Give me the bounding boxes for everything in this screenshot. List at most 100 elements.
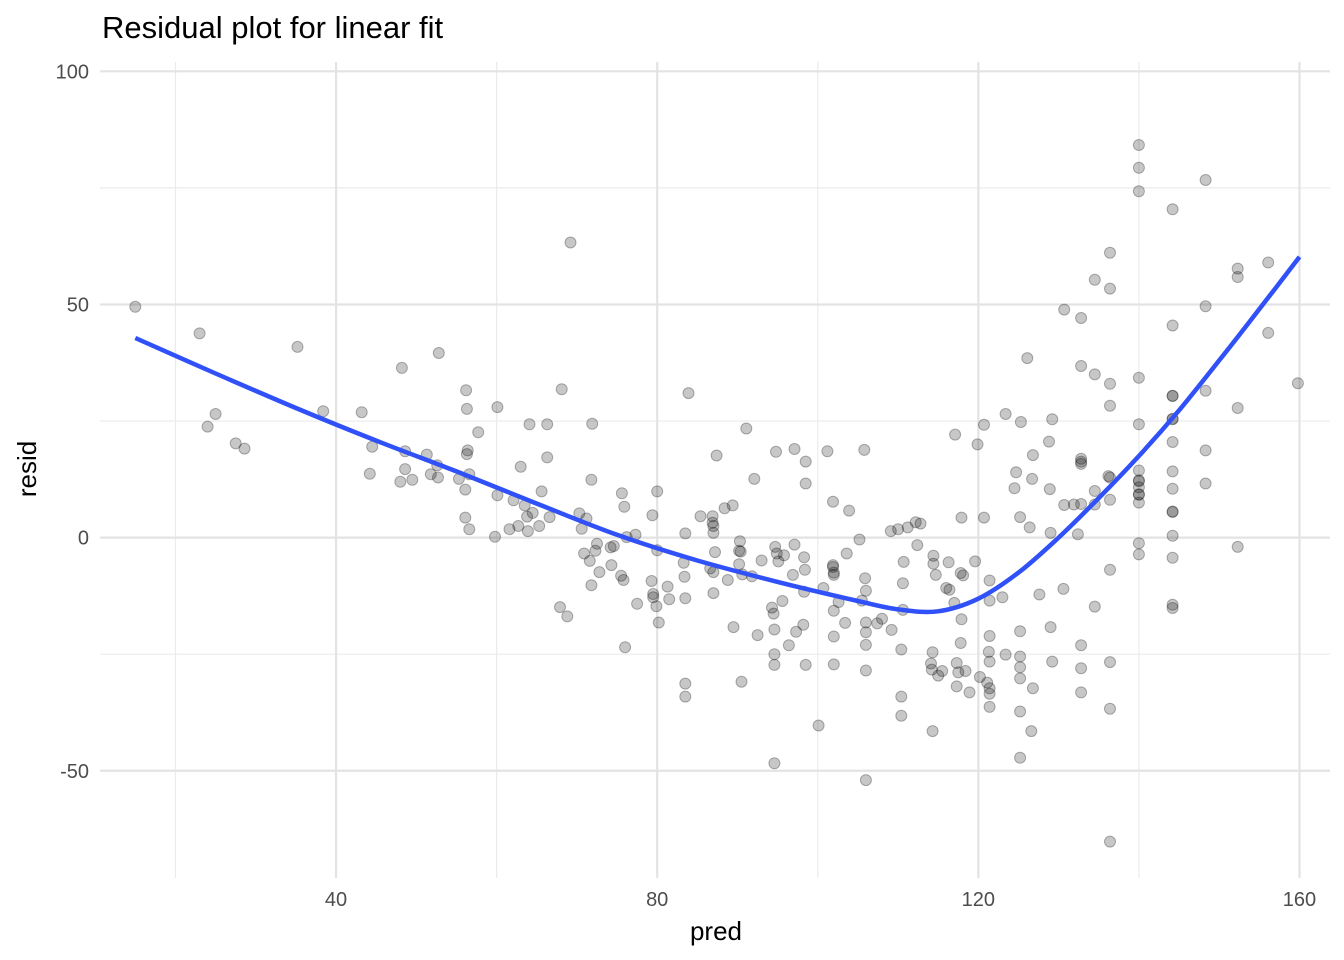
y-tick-label: 50 xyxy=(67,294,89,316)
data-point xyxy=(1132,537,1145,550)
data-point xyxy=(827,561,839,573)
data-point xyxy=(647,591,660,604)
data-point xyxy=(895,709,908,722)
data-point xyxy=(1199,477,1212,490)
data-point xyxy=(1046,413,1059,426)
data-point xyxy=(940,582,953,594)
data-point xyxy=(983,655,996,668)
data-point xyxy=(786,568,799,581)
data-point xyxy=(735,675,748,688)
data-point xyxy=(1166,319,1179,332)
data-point xyxy=(1058,303,1071,316)
data-point xyxy=(1104,563,1116,576)
data-point xyxy=(619,641,632,654)
data-point xyxy=(927,549,940,562)
data-point xyxy=(936,665,949,677)
chart-title: Residual plot for linear fit xyxy=(102,10,444,45)
data-point xyxy=(983,687,996,700)
data-point xyxy=(798,563,811,576)
data-point xyxy=(1088,485,1101,497)
data-point xyxy=(238,442,251,455)
data-point xyxy=(1026,472,1039,485)
data-point xyxy=(317,405,330,418)
data-point xyxy=(1046,655,1059,668)
data-point xyxy=(954,567,967,579)
data-point xyxy=(733,544,746,557)
data-point xyxy=(772,555,785,568)
data-point xyxy=(1075,312,1088,324)
data-point xyxy=(399,463,412,476)
data-point xyxy=(1104,493,1116,506)
data-point xyxy=(768,757,781,770)
data-point xyxy=(767,607,780,620)
data-point xyxy=(740,422,753,435)
data-point xyxy=(1104,282,1116,295)
data-point xyxy=(782,639,795,652)
data-point xyxy=(895,643,908,656)
data-point xyxy=(512,520,525,532)
data-point xyxy=(983,630,996,642)
data-point xyxy=(291,340,304,353)
data-point xyxy=(914,517,927,530)
data-point xyxy=(1166,598,1179,611)
data-point xyxy=(586,417,599,430)
data-point xyxy=(432,347,445,359)
data-point xyxy=(706,516,719,529)
data-point xyxy=(201,420,214,433)
data-point xyxy=(406,473,419,486)
data-point xyxy=(876,612,888,625)
data-point xyxy=(460,402,473,415)
data-point xyxy=(1166,506,1179,518)
data-points xyxy=(129,139,1304,848)
data-point xyxy=(955,511,968,524)
data-point xyxy=(1199,174,1212,186)
data-point xyxy=(1231,262,1244,275)
data-point xyxy=(751,629,764,642)
data-point xyxy=(999,408,1012,420)
data-point xyxy=(1231,271,1244,283)
data-point xyxy=(1104,835,1116,848)
data-point xyxy=(871,617,884,630)
data-point xyxy=(1071,528,1084,541)
data-point xyxy=(925,657,937,670)
data-point xyxy=(535,485,548,498)
data-point xyxy=(1014,625,1027,638)
data-point xyxy=(1008,482,1021,495)
data-point xyxy=(394,475,407,488)
data-point xyxy=(1199,384,1212,397)
data-point xyxy=(526,506,539,519)
y-tick-label: 100 xyxy=(56,61,89,83)
data-point xyxy=(460,384,473,397)
data-point xyxy=(768,658,781,671)
data-point xyxy=(1088,368,1101,381)
data-point xyxy=(1166,482,1179,495)
data-point xyxy=(1102,470,1115,483)
y-tick-label: -50 xyxy=(60,761,89,783)
data-point xyxy=(895,690,908,703)
major-gridlines xyxy=(100,62,1330,878)
data-point xyxy=(707,520,720,532)
data-point xyxy=(853,533,866,546)
data-point xyxy=(1014,661,1027,674)
data-point xyxy=(971,438,984,451)
data-point xyxy=(859,664,872,677)
data-point xyxy=(1104,246,1116,259)
data-point xyxy=(679,592,692,605)
data-point xyxy=(1014,650,1027,663)
data-point xyxy=(799,477,812,490)
data-point xyxy=(1132,139,1145,151)
data-point xyxy=(925,663,938,676)
data-point xyxy=(1132,185,1145,198)
data-point xyxy=(950,680,963,693)
data-point xyxy=(1132,475,1145,488)
data-point xyxy=(1262,256,1275,269)
data-point xyxy=(929,568,942,581)
data-point xyxy=(1023,521,1036,534)
data-point xyxy=(859,774,872,787)
y-axis-ticks: -50 0 50 100 xyxy=(56,61,89,782)
data-point xyxy=(710,449,723,462)
data-point xyxy=(678,570,691,583)
data-point xyxy=(650,600,663,613)
data-point xyxy=(1166,529,1179,542)
data-point xyxy=(942,556,955,569)
